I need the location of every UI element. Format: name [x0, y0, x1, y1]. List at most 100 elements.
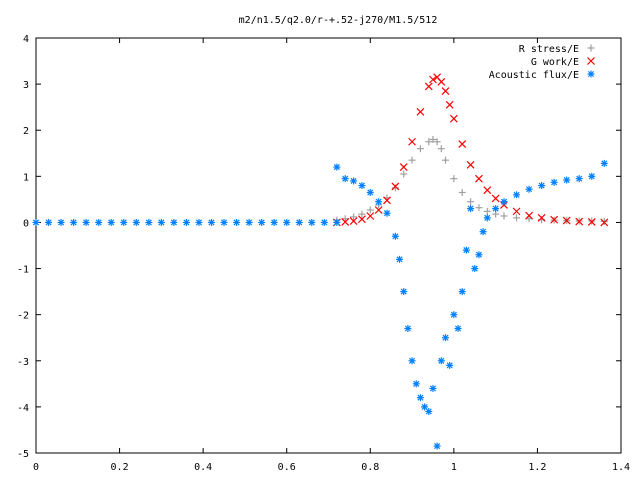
data-point	[416, 394, 424, 402]
y-tick-label: 4	[23, 34, 29, 45]
data-point	[458, 188, 466, 196]
data-point	[424, 82, 433, 91]
data-point	[458, 140, 467, 148]
legend-label: R stress/E	[519, 44, 579, 55]
chart-title: m2/n1.5/q2.0/r-+.52-j270/M1.5/512	[239, 15, 438, 26]
legend-marker	[587, 57, 595, 65]
data-point	[483, 207, 491, 215]
series-2	[332, 73, 609, 227]
data-point	[587, 218, 596, 226]
data-point	[350, 177, 358, 185]
data-point	[404, 325, 412, 332]
data-point	[425, 408, 433, 415]
data-point	[295, 218, 303, 226]
data-point	[525, 211, 533, 220]
data-point	[525, 215, 533, 223]
data-point	[429, 75, 437, 84]
data-point	[341, 218, 350, 226]
data-point	[283, 218, 291, 226]
x-tick-label: 0.2	[111, 462, 129, 473]
data-point	[358, 210, 366, 218]
x-tick-label: 0.8	[361, 462, 379, 473]
data-point	[358, 215, 366, 224]
data-point	[399, 163, 408, 172]
data-point	[391, 184, 399, 192]
x-tick-label: 1.4	[612, 462, 630, 473]
y-tick-label: -2	[17, 311, 29, 322]
data-point	[157, 218, 165, 226]
data-point	[450, 311, 458, 319]
data-point	[350, 213, 358, 221]
y-tick-label: 0	[23, 218, 29, 229]
data-point	[600, 159, 608, 167]
data-point	[383, 209, 391, 217]
data-point	[479, 228, 487, 236]
data-point	[471, 265, 479, 273]
data-point	[429, 384, 437, 392]
data-point	[449, 114, 458, 123]
data-point	[416, 145, 424, 153]
data-point	[120, 218, 128, 226]
data-point	[333, 218, 341, 226]
data-point	[145, 218, 153, 226]
data-point	[233, 218, 241, 226]
data-point	[538, 182, 546, 190]
data-marks	[32, 73, 609, 450]
data-point	[95, 218, 103, 226]
data-point	[245, 218, 253, 226]
legend-label: G work/E	[531, 57, 579, 68]
data-point	[433, 442, 441, 450]
legend-marker	[587, 70, 595, 78]
data-point	[408, 357, 416, 365]
data-point	[132, 218, 140, 226]
data-point	[425, 138, 433, 146]
data-point	[366, 212, 375, 220]
data-point	[416, 107, 425, 116]
data-point	[107, 218, 115, 226]
data-point	[433, 138, 441, 146]
data-point	[450, 175, 458, 183]
data-point	[358, 182, 366, 190]
data-point	[550, 178, 558, 186]
data-point	[32, 218, 40, 226]
data-point	[492, 205, 500, 213]
data-point	[575, 217, 584, 226]
data-point	[513, 214, 521, 222]
data-point	[400, 170, 408, 178]
y-tick-label: -5	[17, 449, 29, 460]
data-point	[600, 218, 609, 227]
data-point	[458, 288, 466, 296]
data-point	[500, 198, 508, 206]
data-point	[525, 185, 533, 193]
data-point	[341, 215, 349, 223]
data-point	[588, 172, 596, 180]
data-point	[442, 334, 449, 342]
data-point	[441, 87, 450, 95]
data-point	[45, 218, 53, 226]
data-point	[442, 156, 449, 164]
data-point	[537, 213, 546, 222]
legend: R stress/E G work/E Acoustic flux/E	[489, 44, 595, 81]
data-point	[429, 135, 437, 143]
data-point	[391, 182, 400, 191]
y-tick-label: 2	[23, 126, 29, 137]
data-point	[270, 218, 278, 226]
data-point	[500, 212, 508, 220]
data-point	[333, 163, 341, 171]
data-point	[437, 145, 445, 153]
data-point	[408, 137, 416, 146]
data-point	[475, 251, 483, 259]
data-point	[70, 218, 78, 226]
y-tick-label: -3	[17, 357, 29, 368]
data-point	[341, 175, 349, 183]
data-point	[366, 188, 374, 196]
y-tick-label: -4	[17, 403, 29, 414]
data-point	[437, 357, 445, 365]
data-point	[383, 196, 391, 205]
data-point	[475, 204, 483, 212]
x-tick-label: 1.2	[528, 462, 546, 473]
data-point	[208, 218, 215, 226]
x-tick-label: 0.4	[194, 462, 212, 473]
